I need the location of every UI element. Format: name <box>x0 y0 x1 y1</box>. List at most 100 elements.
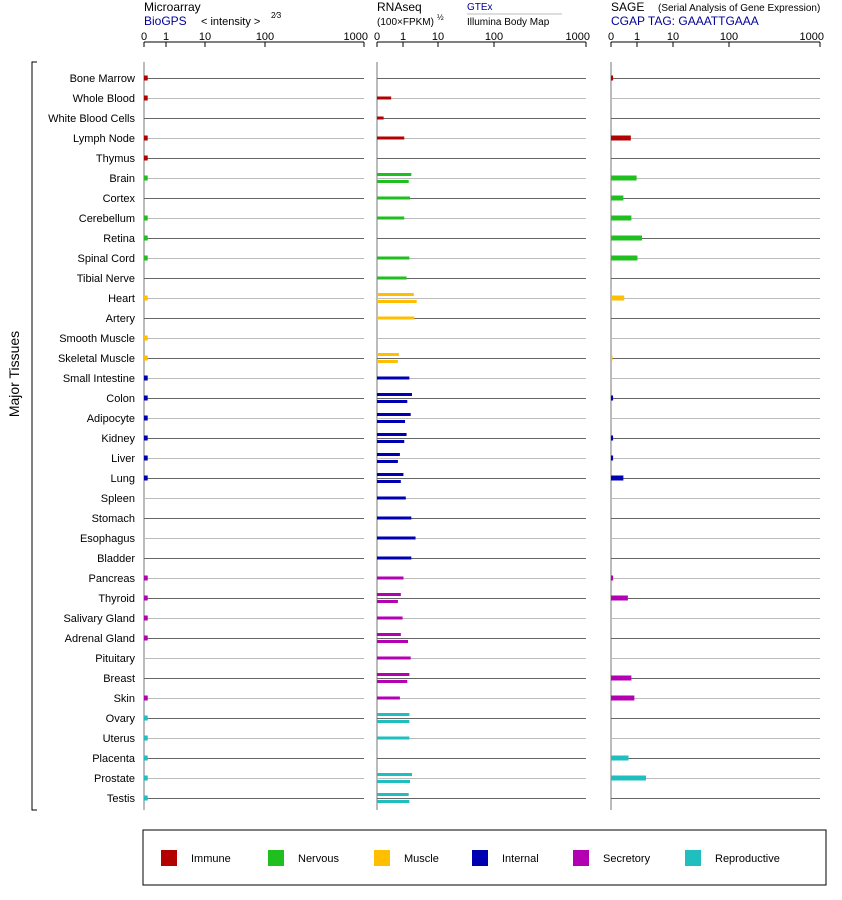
microarray-unit: < intensity > <box>201 16 260 28</box>
tick-label: 100 <box>720 31 738 43</box>
panel-microarray: 0 1 10 100 1000 <box>141 31 368 810</box>
bar <box>377 780 411 783</box>
bar <box>377 480 401 483</box>
bar <box>377 420 406 423</box>
tick-label: 1 <box>634 31 640 43</box>
tissue-label: Breast <box>103 673 135 685</box>
bar <box>377 793 409 796</box>
tissue-label: Ovary <box>106 713 136 725</box>
bar <box>144 375 148 381</box>
bar <box>377 460 398 463</box>
tissue-label: Thyroid <box>98 593 135 605</box>
bar <box>377 376 410 380</box>
bar <box>377 633 401 636</box>
tissue-label: Brain <box>109 173 135 185</box>
tissue-label: Spinal Cord <box>78 253 135 265</box>
bar <box>144 715 148 721</box>
bar <box>377 516 412 520</box>
rnaseq-source-ibm: Illumina Body Map <box>467 17 550 28</box>
bar <box>377 96 392 100</box>
bar <box>377 393 412 396</box>
tissue-label: Small Intestine <box>63 373 135 385</box>
bar <box>377 576 404 580</box>
bar <box>377 180 409 183</box>
tick-label: 1 <box>400 31 406 43</box>
bar <box>611 175 637 181</box>
tick-label: 10 <box>199 31 211 43</box>
bar <box>611 435 614 441</box>
bar <box>144 95 148 101</box>
bar <box>377 720 410 723</box>
bar <box>377 400 408 403</box>
bar <box>377 736 410 740</box>
tick-label: 1000 <box>800 31 824 43</box>
bar <box>611 455 614 461</box>
bar <box>377 800 410 803</box>
bar <box>611 255 638 261</box>
legend-swatch <box>685 850 701 866</box>
tissue-label: Pituitary <box>95 653 135 665</box>
tissue-label: Uterus <box>103 733 136 745</box>
bar <box>377 256 410 260</box>
bar <box>611 695 635 701</box>
tissue-label: Smooth Muscle <box>59 333 135 345</box>
sage-subtitle: (Serial Analysis of Gene Expression) <box>658 3 820 14</box>
legend-label: Reproductive <box>715 853 780 865</box>
tissue-label: Whole Blood <box>73 93 135 105</box>
microarray-source: BioGPS <box>144 14 187 28</box>
bar <box>611 195 624 201</box>
tick-label: 0 <box>608 31 614 43</box>
tissue-label: Colon <box>106 393 135 405</box>
bar <box>377 473 404 476</box>
tissue-label: Salivary Gland <box>63 613 135 625</box>
bar <box>144 795 148 801</box>
sage-source: CGAP TAG: GAAATTGAAA <box>611 14 759 28</box>
legend-swatch <box>161 850 177 866</box>
bar <box>144 395 148 401</box>
bar <box>377 360 398 363</box>
bar <box>144 475 148 481</box>
tissue-label: Kidney <box>101 433 135 445</box>
bar <box>144 735 148 741</box>
bar <box>144 295 148 301</box>
legend-swatch <box>374 850 390 866</box>
bar <box>377 673 410 676</box>
legend-label: Nervous <box>298 853 339 865</box>
rnaseq-title: RNAseq <box>377 0 422 14</box>
tissue-label: Lymph Node <box>73 133 135 145</box>
bar <box>377 216 405 220</box>
tissue-label: Testis <box>107 793 136 805</box>
bar <box>144 335 148 341</box>
microarray-title: Microarray <box>144 0 201 14</box>
tissue-label: White Blood Cells <box>48 113 135 125</box>
legend-swatch <box>472 850 488 866</box>
bar <box>144 435 148 441</box>
bar <box>377 640 408 643</box>
panel-rnaseq: 0 1 10 100 1000 <box>374 31 590 810</box>
bar <box>144 255 148 261</box>
tissue-label: Artery <box>106 313 136 325</box>
bar <box>611 595 628 601</box>
microarray-exponent: 2⁄3 <box>271 11 282 20</box>
bar <box>144 175 148 181</box>
bar <box>377 433 407 436</box>
bar <box>144 635 148 641</box>
bar <box>144 215 148 221</box>
bar <box>611 295 625 301</box>
legend-label: Immune <box>191 853 231 865</box>
bar <box>144 755 148 761</box>
legend-label: Internal <box>502 853 539 865</box>
tissue-label: Liver <box>111 453 135 465</box>
tissue-label: Retina <box>103 233 136 245</box>
bar <box>377 680 408 683</box>
tick-label: 100 <box>485 31 503 43</box>
tick-label: 1000 <box>344 31 368 43</box>
side-bracket <box>31 61 37 811</box>
legend-swatch <box>268 850 284 866</box>
sage-title: SAGE <box>611 0 644 14</box>
bar <box>377 316 415 320</box>
bar <box>611 135 631 141</box>
tissue-label: Adipocyte <box>87 413 135 425</box>
bar <box>377 616 403 620</box>
